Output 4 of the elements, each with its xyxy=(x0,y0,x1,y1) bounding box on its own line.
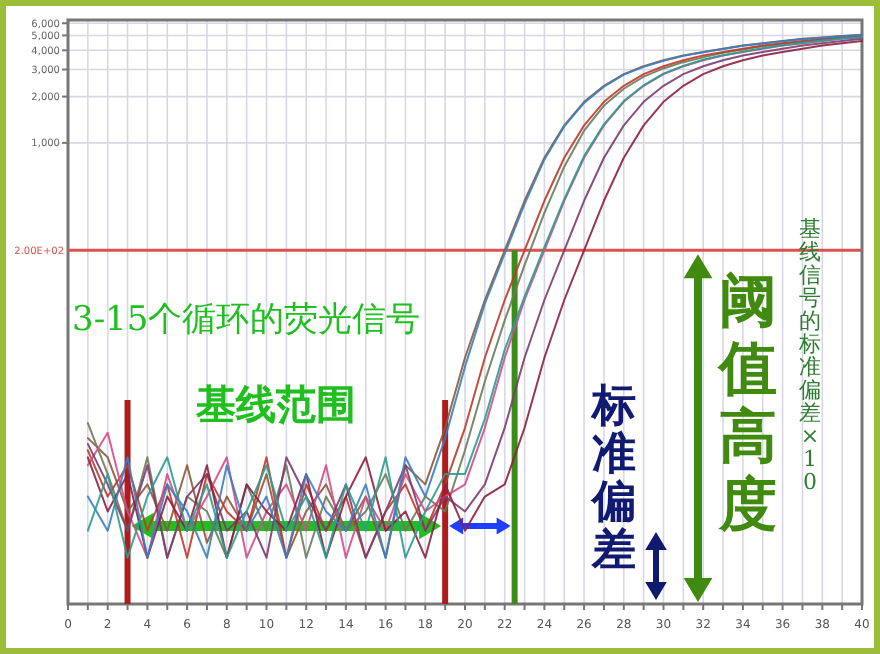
annotation: 基线范围 xyxy=(194,380,356,428)
annotation: 标准偏差 xyxy=(590,382,636,576)
annotation: 3-15个循环的荧光信号 xyxy=(72,300,421,340)
annotation: 阈值高度 xyxy=(717,266,777,538)
